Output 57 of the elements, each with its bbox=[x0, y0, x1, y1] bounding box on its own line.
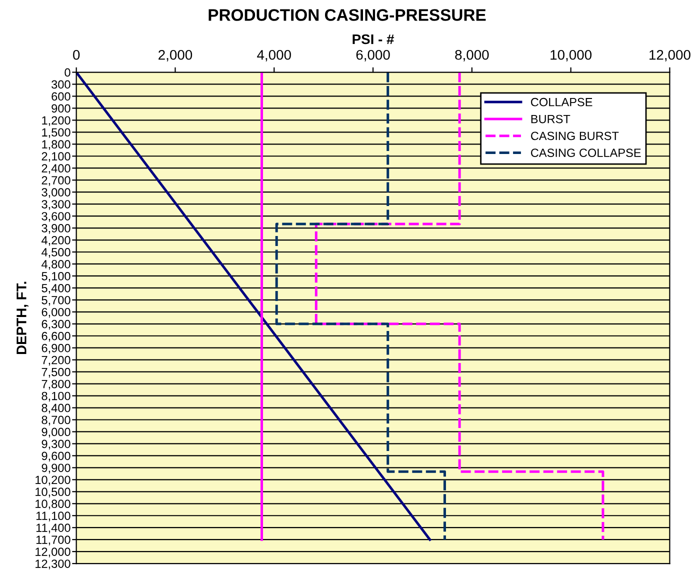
y-tick-label: 7,800 bbox=[42, 380, 70, 390]
y-tick-label: 8,100 bbox=[42, 392, 70, 402]
y-tick-label: 300 bbox=[52, 80, 70, 89]
y-tick-label: 6,300 bbox=[42, 320, 70, 330]
y-tick-label: 600 bbox=[52, 92, 70, 101]
y-axis-title: DEPTH, FT. bbox=[16, 282, 28, 354]
y-tick-label: 3,900 bbox=[42, 224, 70, 234]
y-tick-label: 1,200 bbox=[42, 116, 70, 126]
x-tick-label: 10,000 bbox=[550, 50, 592, 62]
x-axis-title: PSI - # bbox=[352, 34, 394, 44]
y-tick-label: 8,700 bbox=[42, 416, 70, 426]
y-tick-label: 3,300 bbox=[42, 200, 70, 210]
y-tick-label: 3,600 bbox=[42, 212, 70, 222]
x-tick-label: 6,000 bbox=[356, 50, 390, 62]
y-tick-label: 900 bbox=[52, 104, 70, 113]
line-series bbox=[275, 72, 446, 541]
legend-label: BURST bbox=[531, 114, 570, 124]
y-tick-label: 2,400 bbox=[42, 164, 70, 174]
y-tick-label: 5,400 bbox=[42, 284, 70, 294]
y-tick-label: 10,200 bbox=[36, 476, 70, 486]
y-tick-label: 7,200 bbox=[42, 356, 70, 366]
x-tick-label: 0 bbox=[73, 50, 80, 60]
y-tick-label: 10,500 bbox=[36, 488, 70, 498]
legend-label: COLLAPSE bbox=[531, 98, 592, 106]
legend-label: CASING COLLAPSE bbox=[531, 148, 641, 158]
y-tick-label: 5,100 bbox=[42, 272, 70, 282]
y-tick-label: 2,700 bbox=[42, 176, 70, 186]
y-tick-label: 4,200 bbox=[42, 236, 70, 246]
x-tick-label: 4,000 bbox=[257, 50, 291, 62]
y-tick-label: 0 bbox=[64, 68, 70, 77]
y-tick-label: 7,500 bbox=[42, 368, 70, 378]
y-tick-label: 12,000 bbox=[36, 548, 70, 558]
y-tick-label: 10,800 bbox=[36, 500, 70, 510]
legend-label: CASING BURST bbox=[531, 132, 619, 140]
x-tick-label: 12,000 bbox=[650, 50, 690, 62]
y-tick-label: 1,800 bbox=[42, 140, 70, 150]
y-tick-label: 4,500 bbox=[42, 248, 70, 258]
y-tick-label: 2,100 bbox=[42, 152, 70, 162]
y-tick-label: 9,600 bbox=[42, 452, 70, 462]
y-tick-label: 9,900 bbox=[42, 464, 70, 474]
y-tick-label: 11,100 bbox=[36, 512, 70, 522]
y-tick-label: 5,700 bbox=[42, 296, 70, 306]
y-tick-label: 4,800 bbox=[42, 260, 70, 270]
y-tick-label: 6,000 bbox=[42, 308, 70, 318]
y-tick-label: 12,300 bbox=[36, 560, 70, 570]
x-tick-label: 8,000 bbox=[455, 50, 489, 62]
y-tick-label: 9,000 bbox=[42, 428, 70, 438]
y-tick-label: 1,500 bbox=[42, 128, 70, 138]
chart-title: PRODUCTION CASING-PRESSURE bbox=[208, 9, 486, 21]
y-tick-label: 8,400 bbox=[42, 404, 70, 414]
y-tick-label: 11,400 bbox=[36, 524, 70, 534]
y-tick-label: 6,600 bbox=[42, 332, 70, 342]
y-tick-label: 3,000 bbox=[42, 188, 70, 198]
y-tick-label: 6,900 bbox=[42, 344, 70, 354]
x-tick-label: 2,000 bbox=[158, 50, 192, 62]
y-tick-label: 11,700 bbox=[36, 536, 70, 546]
y-tick-label: 9,300 bbox=[42, 440, 70, 450]
